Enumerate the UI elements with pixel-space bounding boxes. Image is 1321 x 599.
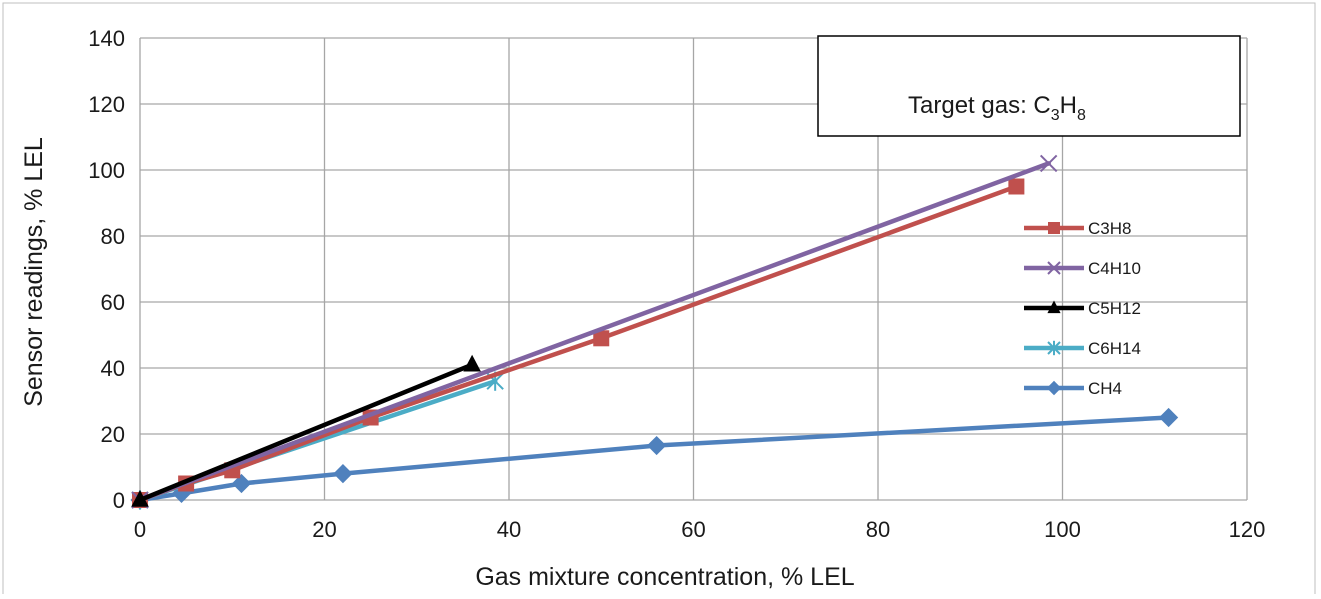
series-c5h12 bbox=[131, 354, 481, 507]
annotation-target-gas: Target gas: C3H8 bbox=[908, 92, 1086, 124]
y-tick-label-140: 140 bbox=[88, 26, 125, 51]
annotation-sub1: 3 bbox=[1051, 107, 1060, 124]
legend-label-c4h10: C4H10 bbox=[1088, 259, 1141, 278]
y-tick-label-120: 120 bbox=[88, 92, 125, 117]
legend-item-c4h10: C4H10 bbox=[1024, 259, 1141, 278]
legend-marker-c4h10-stroke-b bbox=[1047, 261, 1061, 275]
tick-labels: 0 20 40 60 80 100 120 140 0 20 40 60 80 100 120 bbox=[88, 26, 1265, 542]
legend-label-c3h8: C3H8 bbox=[1088, 219, 1131, 238]
series-line-c5h12 bbox=[137, 362, 475, 503]
y-tick-label-100: 100 bbox=[88, 158, 125, 183]
x-axis-title: Gas mixture concentration, % LEL bbox=[475, 563, 854, 591]
legend-marker-c6h14 bbox=[1047, 340, 1061, 356]
y-tick-label-60: 60 bbox=[101, 290, 125, 315]
annotation-sub2: 8 bbox=[1077, 107, 1086, 124]
legend-marker-ch4 bbox=[1046, 380, 1062, 396]
x-tick-label-120: 120 bbox=[1229, 517, 1266, 542]
annotation-box: Target gas: C3H8 bbox=[817, 35, 1241, 137]
legend-marker-c3h8 bbox=[1048, 222, 1060, 234]
annotation-base: C bbox=[1033, 92, 1050, 119]
x-tick-label-20: 20 bbox=[312, 517, 336, 542]
x-tick-label-100: 100 bbox=[1044, 517, 1081, 542]
point-c5h12-1 bbox=[463, 354, 481, 372]
legend-item-c5h12: C5H12 bbox=[1024, 299, 1141, 318]
legend-marker-c4h10 bbox=[1047, 261, 1061, 275]
legend-item-c6h14: C6H14 bbox=[1024, 339, 1141, 358]
legend-item-ch4: CH4 bbox=[1024, 379, 1122, 398]
legend-marker-c5h12 bbox=[1047, 300, 1061, 314]
point-ch4-3 bbox=[333, 464, 353, 484]
point-c5h12-0 bbox=[131, 490, 149, 507]
y-tick-label-0: 0 bbox=[113, 488, 125, 513]
point-ch4-4 bbox=[647, 435, 667, 456]
legend-label-c6h14: C6H14 bbox=[1088, 339, 1141, 358]
point-ch4-2 bbox=[231, 473, 252, 494]
x-tick-label-60: 60 bbox=[681, 517, 705, 542]
y-tick-label-40: 40 bbox=[101, 356, 125, 381]
y-tick-label-80: 80 bbox=[101, 224, 125, 249]
annotation-prefix: Target gas: bbox=[908, 92, 1033, 119]
point-c3h8-5 bbox=[1008, 178, 1025, 195]
x-tick-label-0: 0 bbox=[134, 517, 146, 542]
annotation-frame bbox=[817, 35, 1241, 137]
series-layer bbox=[130, 154, 1179, 510]
point-c4h10-1 bbox=[1039, 154, 1058, 173]
x-tick-label-80: 80 bbox=[866, 517, 890, 542]
point-ch4-1 bbox=[171, 483, 192, 503]
y-tick-label-20: 20 bbox=[101, 422, 125, 447]
point-c4h10-1-stroke-b bbox=[1039, 154, 1058, 173]
x-tick-label-40: 40 bbox=[497, 517, 521, 542]
annotation-mid: H bbox=[1060, 92, 1077, 119]
legend: C3H8 C4H10 C5H12 C6H14 CH4 bbox=[1024, 219, 1141, 398]
legend-label-ch4: CH4 bbox=[1088, 379, 1122, 398]
legend-label-c5h12: C5H12 bbox=[1088, 299, 1141, 318]
series-line-c4h10 bbox=[137, 161, 1051, 503]
legend-item-c3h8: C3H8 bbox=[1024, 219, 1131, 238]
point-c3h8-4 bbox=[593, 330, 610, 347]
y-axis-title: Sensor readings, % LEL bbox=[20, 137, 48, 407]
point-ch4-5 bbox=[1158, 407, 1179, 428]
